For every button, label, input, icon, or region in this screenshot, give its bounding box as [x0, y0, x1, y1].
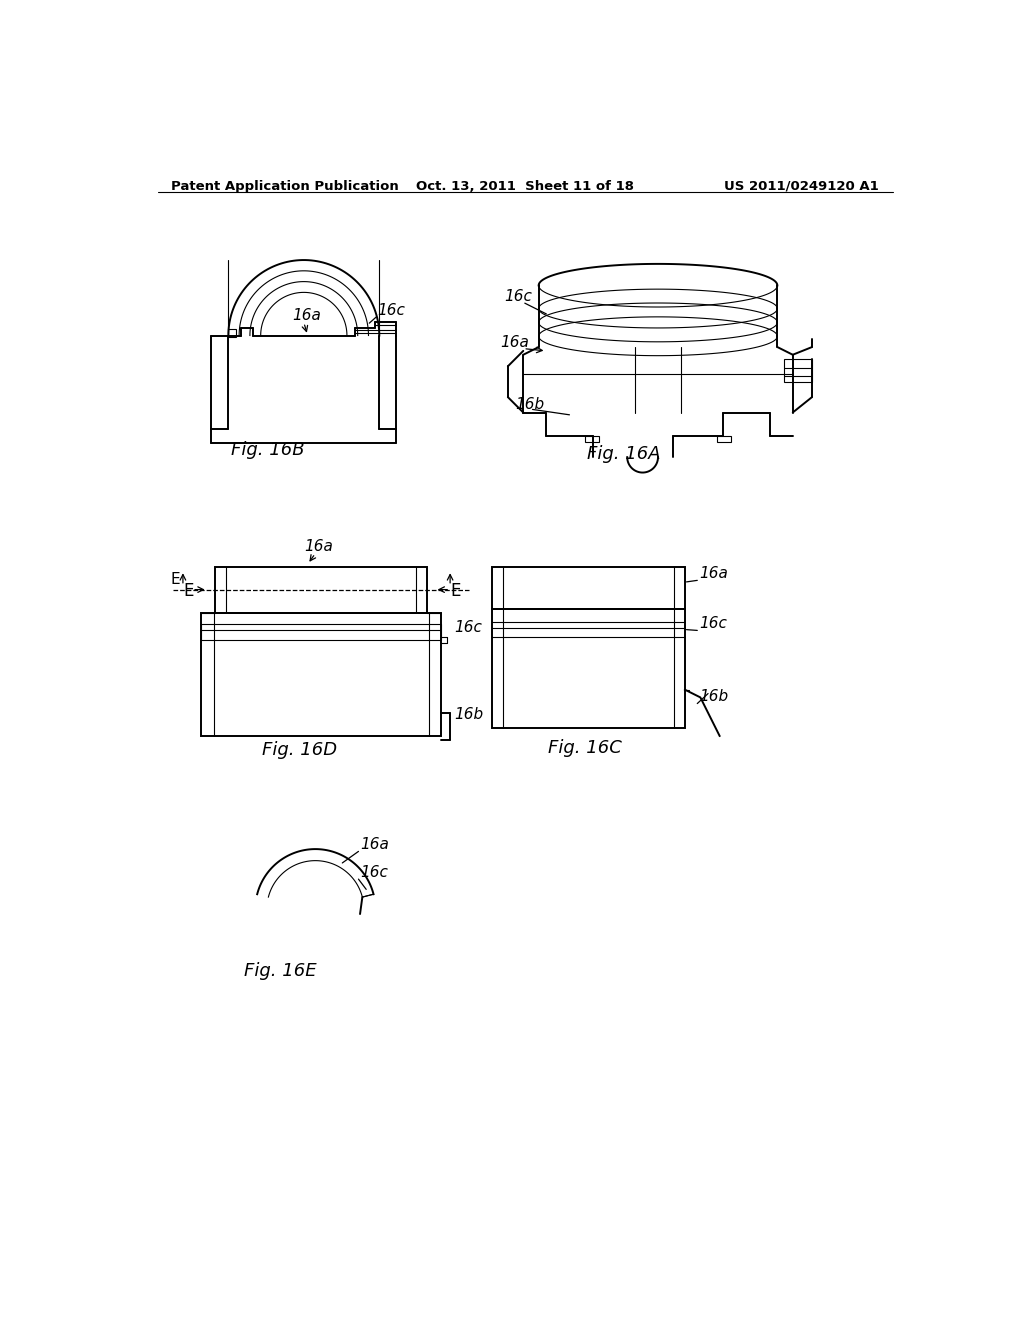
Text: Fig. 16C: Fig. 16C	[548, 739, 622, 756]
Text: 16a: 16a	[698, 566, 728, 581]
Text: Fig. 16D: Fig. 16D	[262, 741, 338, 759]
Bar	[717, 436, 731, 442]
Text: 16c: 16c	[455, 620, 482, 635]
Text: E: E	[170, 572, 180, 586]
Text: Fig. 16A: Fig. 16A	[587, 445, 660, 463]
Bar	[202, 612, 441, 737]
Text: 16a: 16a	[304, 539, 334, 554]
Bar	[493, 566, 685, 609]
Bar	[493, 609, 685, 729]
Text: 16b: 16b	[698, 689, 728, 705]
Text: Oct. 13, 2011  Sheet 11 of 18: Oct. 13, 2011 Sheet 11 of 18	[416, 180, 634, 193]
Text: 16c: 16c	[360, 865, 388, 880]
Bar	[585, 436, 599, 442]
Text: 16b: 16b	[515, 396, 545, 412]
Text: Fig. 16E: Fig. 16E	[245, 962, 317, 981]
Text: US 2011/0249120 A1: US 2011/0249120 A1	[724, 180, 879, 193]
Bar	[228, 330, 237, 337]
Bar	[215, 566, 427, 612]
Text: 16b: 16b	[455, 708, 484, 722]
Text: Patent Application Publication: Patent Application Publication	[171, 180, 398, 193]
Text: 16c: 16c	[504, 289, 531, 304]
Bar	[202, 624, 441, 640]
Text: 16a: 16a	[500, 335, 529, 350]
Text: 16c: 16c	[698, 616, 727, 631]
Text: E: E	[183, 582, 194, 601]
Text: 16c: 16c	[377, 302, 404, 318]
Text: 16a: 16a	[360, 837, 389, 853]
Text: 16a: 16a	[292, 308, 322, 323]
Bar	[783, 359, 812, 381]
Text: Fig. 16B: Fig. 16B	[230, 441, 304, 459]
Text: E: E	[451, 582, 461, 601]
